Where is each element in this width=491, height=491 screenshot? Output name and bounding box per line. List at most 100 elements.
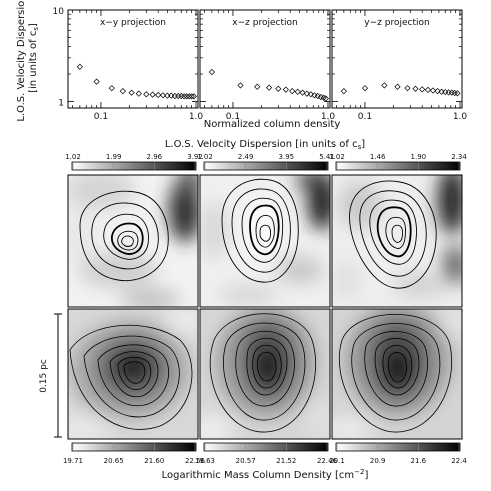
colorbar-1: 19.71 20.65 21.60 22.56 (63, 442, 206, 465)
colorbar-tick-label: 2.49 (238, 153, 254, 161)
colorbar-tick-label: 20.9 (370, 457, 386, 465)
colorbar-tick-label: 22.46 (317, 457, 338, 465)
data-point (289, 88, 296, 95)
data-point (208, 68, 215, 76)
data-point (254, 83, 261, 90)
data-point (429, 87, 437, 94)
map-panel-xz-density (200, 309, 330, 439)
velocity-colorbars: 1.02 1.99 2.96 3.921.02 2.49 3.95 5.411.02 1.46… (65, 153, 467, 171)
data-point (181, 93, 188, 100)
colorbar-gradient (71, 161, 197, 171)
colorbar-gradient (335, 161, 461, 171)
map-panel-yz-density (332, 309, 462, 439)
data-point (438, 88, 445, 95)
colorbar-gradient (203, 161, 329, 171)
colorbar-tick-label: 1.90 (411, 153, 427, 161)
x-tick-label: 0.1 (226, 112, 240, 122)
map-panel-xz-velocity (200, 175, 330, 307)
data-point (320, 94, 327, 101)
colorbar-tick-label: 21.52 (276, 457, 296, 465)
colorbar-tick-label: 1.02 (65, 153, 81, 161)
map-panel-xy-density (68, 309, 198, 439)
data-point (128, 89, 135, 96)
colorbar-2: 1.02 2.49 3.95 5.41 (197, 153, 335, 171)
y-tick-label: 10 (53, 7, 65, 17)
map-panel-xy-velocity (68, 175, 198, 307)
colorbar-tick-label: 1.02 (329, 153, 345, 161)
map-panel-yz-velocity (332, 175, 462, 307)
data-point (143, 91, 150, 98)
data-point (275, 85, 282, 92)
data-point (119, 88, 126, 95)
colorbar-tick-label: 2.96 (147, 153, 163, 161)
data-point (155, 91, 162, 99)
data-point (183, 93, 190, 100)
colorbar-3: 1.02 1.46 1.90 2.34 (329, 153, 467, 171)
data-point (322, 95, 329, 102)
data-point (424, 86, 432, 93)
data-point (135, 90, 142, 97)
data-point (404, 85, 411, 92)
data-point (299, 89, 306, 96)
scatter-frame (331, 9, 463, 109)
colorbar-tick-label: 5.41 (319, 153, 335, 161)
colorbar-tick-label: 22.4 (451, 457, 467, 465)
colorbar-tick-label: 19.71 (63, 457, 83, 465)
x-tick-label: 1.0 (189, 112, 204, 122)
data-point (76, 63, 83, 70)
density-x-label: Logarithmic Mass Column Density [cm−2] (162, 468, 369, 481)
scatter-frame (199, 9, 331, 109)
data-point (149, 91, 156, 98)
colorbar-tick-label: 1.02 (197, 153, 213, 161)
x-tick-label: 0.1 (94, 112, 108, 122)
top-x-label: Normalized column density (204, 119, 341, 130)
data-point (190, 93, 197, 100)
velocity-dispersion-title: L.O.S. Velocity Dispersion [in units of … (165, 139, 365, 151)
scatter-panels: 0.1 1.0 10 1 x−y projection 0.1 1.0 x−z project… (53, 7, 468, 122)
colorbar-tick-label: 3.95 (279, 153, 295, 161)
data-point (311, 92, 318, 99)
data-point (265, 84, 273, 91)
data-point (93, 78, 100, 85)
data-point (419, 86, 426, 93)
colorbar-gradient (71, 442, 197, 452)
data-point (340, 88, 347, 95)
colorbar-tick-label: 20.1 (329, 457, 345, 465)
data-point (381, 82, 388, 89)
data-point (188, 93, 195, 100)
colorbar-2: 19.63 20.57 21.52 22.46 (195, 442, 338, 465)
data-point (361, 85, 369, 92)
colorbar-1: 1.02 1.99 2.96 3.92 (65, 153, 203, 171)
scatter-panel-2: 0.1 1.0 x−z projection (199, 9, 336, 122)
colorbar-tick-label: 21.60 (144, 457, 164, 465)
scale-bar-label: 0.15 pc (39, 359, 49, 393)
data-point (412, 85, 419, 92)
data-point (434, 88, 441, 95)
colorbar-tick-label: 21.6 (411, 457, 427, 465)
panel-title: x−y projection (100, 18, 166, 28)
data-point (186, 93, 193, 100)
map-frames (67, 174, 463, 440)
data-point (282, 86, 289, 93)
panel-title: x−z projection (232, 18, 297, 28)
colorbar-tick-label: 20.65 (104, 457, 124, 465)
top-y-label-units: [in units of cs] (28, 23, 40, 93)
x-tick-label: 1.0 (321, 112, 336, 122)
data-point (108, 85, 115, 92)
data-point (307, 91, 314, 98)
colorbar-tick-label: 3.92 (187, 153, 203, 161)
colorbar-tick-label: 20.57 (236, 457, 256, 465)
colorbar-tick-label: 19.63 (195, 457, 215, 465)
data-point (159, 92, 167, 99)
colorbar-3: 20.1 20.9 21.6 22.4 (329, 442, 467, 465)
colorbar-tick-label: 22.56 (185, 457, 206, 465)
scale-bar (54, 313, 62, 438)
colorbar-tick-label: 1.46 (370, 153, 386, 161)
colorbar-tick-label: 2.34 (451, 153, 467, 161)
scatter-panel-1: 0.1 1.0 10 1 x−y projection (53, 7, 204, 122)
colorbar-gradient (203, 442, 329, 452)
panel-title: y−z projection (364, 18, 429, 28)
top-y-label: L.O.S. Velocity Dispersion (16, 0, 27, 122)
data-point (237, 82, 244, 89)
